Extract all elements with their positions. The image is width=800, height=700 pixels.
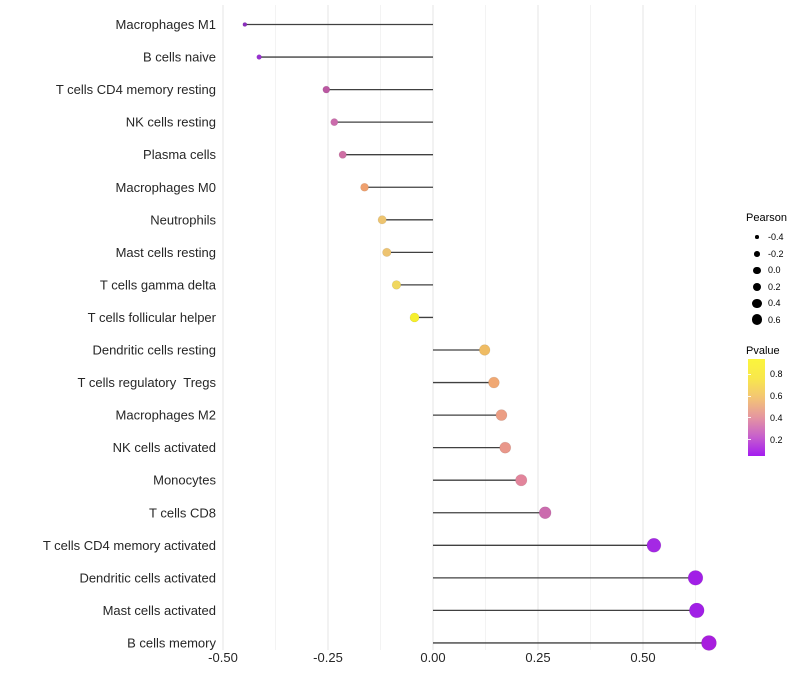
legend-pvalue-tick-notch — [748, 417, 751, 419]
x-axis-tick-label: -0.25 — [313, 650, 343, 665]
lollipop-dot — [377, 215, 387, 225]
lollipop-dot — [515, 474, 528, 487]
lollipop-dot — [687, 570, 704, 586]
legend-size-item: 0.2 — [746, 279, 784, 296]
x-axis-tick-label: 0.00 — [420, 650, 445, 665]
y-axis-label: T cells follicular helper — [88, 310, 217, 325]
lollipop-dot — [409, 312, 420, 323]
y-axis-label: Mast cells resting — [116, 245, 216, 260]
legend-pvalue-tick-notch — [748, 373, 751, 375]
lollipop-dot — [488, 376, 500, 389]
x-axis-tick-label: 0.25 — [525, 650, 550, 665]
legend-size-dot-cell — [746, 250, 768, 257]
y-axis-label: T cells CD8 — [149, 505, 216, 520]
y-axis-label: T cells CD4 memory activated — [43, 538, 216, 553]
legend-size-dot-cell — [746, 235, 768, 240]
legend-size-label: 0.2 — [768, 281, 781, 292]
lollipop-dot — [538, 506, 552, 520]
legend-size-dot — [755, 235, 759, 240]
legend-size-label: -0.2 — [768, 248, 784, 259]
lollipop-dot — [330, 118, 339, 127]
legend-size-item: 0.0 — [746, 262, 784, 279]
lollipop-dot — [322, 85, 331, 94]
legend-pearson-title: Pearson — [746, 212, 787, 224]
legend-size-label: 0.4 — [768, 298, 781, 309]
legend-size-dot-cell — [746, 282, 768, 291]
legend-pvalue-tick-label: 0.6 — [770, 391, 783, 402]
legend-size-item: 0.4 — [746, 295, 784, 312]
legend-size-label: -0.4 — [768, 232, 784, 243]
legend-pearson: Pearson -0.4 -0.2 0.0 0.2 0.4 0.6 — [746, 212, 800, 332]
y-axis-label: Dendritic cells resting — [92, 343, 216, 358]
legend-size-item: -0.2 — [746, 246, 784, 263]
lollipop-dot — [382, 247, 392, 257]
legend-size-dot — [752, 282, 762, 291]
legend-size-item: 0.6 — [746, 312, 784, 329]
y-axis-label: Monocytes — [153, 473, 216, 488]
legend-pvalue-tick-notch — [748, 439, 751, 441]
y-axis-label: T cells gamma delta — [100, 277, 217, 292]
lollipop-dot — [256, 54, 262, 60]
lollipop-dot — [391, 280, 402, 290]
y-axis-label: Macrophages M1 — [116, 17, 216, 32]
legend-pvalue-tick-notch — [748, 395, 751, 397]
y-axis-label: B cells memory — [127, 635, 216, 650]
legend-size-label: 0.6 — [768, 314, 781, 325]
lollipop-dot — [499, 441, 512, 454]
y-axis-label: NK cells resting — [126, 115, 216, 130]
legend-size-dot — [751, 314, 763, 326]
x-axis-tick-label: -0.50 — [208, 650, 238, 665]
legend-pvalue-gradient-bar — [748, 359, 765, 456]
y-axis-label: T cells regulatory Tregs — [78, 375, 217, 390]
legend-size-item: -0.4 — [746, 229, 784, 246]
lollipop-dot — [689, 602, 705, 619]
y-axis-label: Mast cells activated — [103, 603, 216, 618]
y-axis-label: NK cells activated — [113, 440, 216, 455]
lollipop-dot — [646, 538, 662, 553]
lollipop-dot — [338, 150, 347, 159]
legend-size-dot — [754, 250, 760, 257]
lollipop-dot — [701, 635, 717, 651]
legend-pvalue-title: Pvalue — [746, 345, 780, 357]
legend-pvalue-tick-label: 0.8 — [770, 369, 783, 380]
y-axis-label: Dendritic cells activated — [79, 570, 216, 585]
lollipop-dot — [495, 409, 508, 421]
lollipop-dot — [360, 182, 369, 192]
lollipop-dot — [242, 22, 248, 27]
legend-size-label: 0.0 — [768, 265, 781, 276]
legend-size-dot-cell — [746, 298, 768, 308]
legend-pvalue: Pvalue 0.8 0.6 0.4 0.2 — [746, 345, 800, 465]
y-axis-label: Plasma cells — [143, 147, 216, 162]
y-axis-label: Macrophages M0 — [116, 180, 216, 195]
y-axis-label: T cells CD4 memory resting — [56, 82, 216, 97]
y-axis-label: Macrophages M2 — [116, 408, 216, 423]
y-axis-label: Neutrophils — [150, 212, 216, 227]
legend-pvalue-tick-label: 0.4 — [770, 412, 783, 423]
legend-size-dot — [753, 266, 761, 274]
legend-pearson-items: -0.4 -0.2 0.0 0.2 0.4 0.6 — [746, 229, 784, 328]
legend-pvalue-tick-label: 0.2 — [770, 434, 783, 445]
legend-size-dot-cell — [746, 266, 768, 274]
x-axis-tick-label: 0.50 — [630, 650, 655, 665]
legend-size-dot-cell — [746, 314, 768, 326]
legend-size-dot — [752, 298, 762, 308]
y-axis-label: B cells naive — [143, 50, 216, 65]
lollipop-dot — [479, 344, 491, 356]
